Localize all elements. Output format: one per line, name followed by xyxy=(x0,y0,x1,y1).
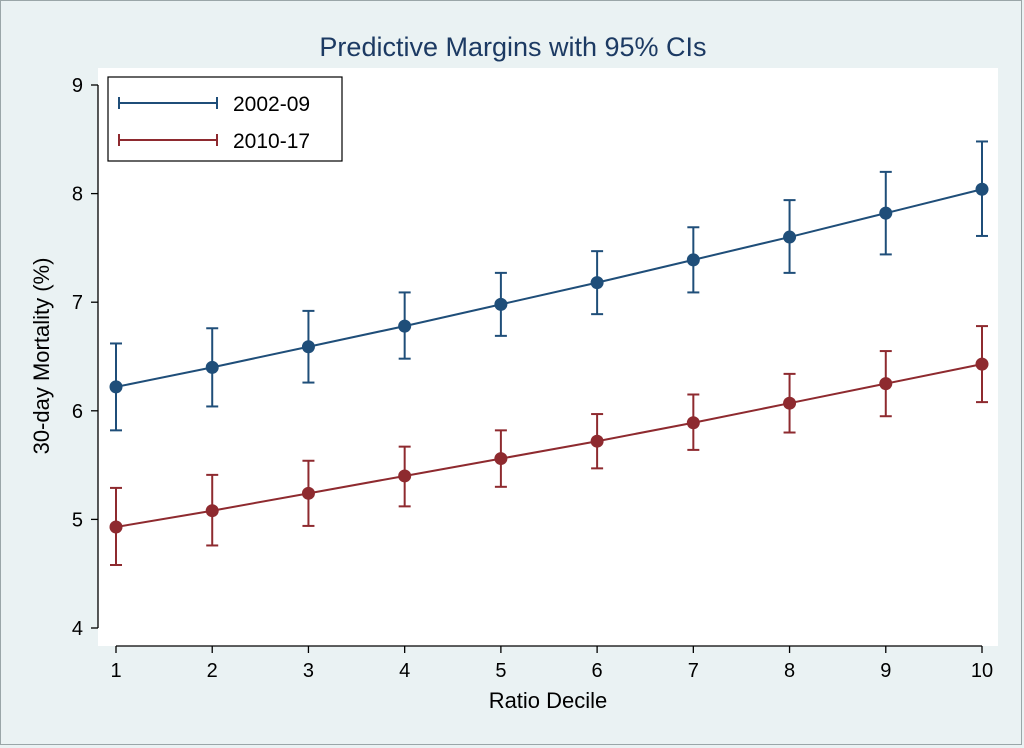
data-point xyxy=(686,416,700,430)
x-tick-label: 8 xyxy=(784,660,795,682)
y-tick-label: 8 xyxy=(72,184,83,206)
x-tick-label: 4 xyxy=(399,660,410,682)
data-point xyxy=(205,504,219,518)
series-line xyxy=(115,188,983,388)
data-point xyxy=(975,357,989,371)
series-2010-17 xyxy=(109,325,989,567)
legend-label: 2002-09 xyxy=(233,93,310,116)
y-axis-label: 30-day Mortality (%) xyxy=(29,258,54,455)
legend: 2002-09 2010-17 xyxy=(107,76,343,162)
y-axis: 4 5 6 7 8 9 xyxy=(72,75,99,640)
data-point xyxy=(783,396,797,410)
legend-box xyxy=(107,76,343,162)
x-tick-label: 9 xyxy=(880,660,891,682)
data-point xyxy=(494,452,508,466)
data-point xyxy=(109,520,123,534)
data-point xyxy=(494,297,508,311)
data-point xyxy=(783,230,797,244)
x-tick-label: 3 xyxy=(303,660,314,682)
chart-title: Predictive Margins with 95% CIs xyxy=(319,32,706,62)
data-point xyxy=(975,182,989,196)
x-tick-label: 6 xyxy=(592,660,603,682)
x-tick-label: 7 xyxy=(688,660,699,682)
data-point xyxy=(205,360,219,374)
y-tick-label: 7 xyxy=(72,292,83,314)
data-point xyxy=(301,340,315,354)
data-point xyxy=(879,206,893,220)
x-tick-label: 2 xyxy=(207,660,218,682)
y-tick-label: 5 xyxy=(72,509,83,531)
data-point xyxy=(398,469,412,483)
data-point xyxy=(109,380,123,394)
y-tick-label: 6 xyxy=(72,401,83,423)
series-line xyxy=(115,363,983,528)
series-2002-09 xyxy=(109,140,989,432)
x-axis: 1 2 3 4 5 6 7 8 9 10 xyxy=(110,645,993,682)
y-tick-label: 9 xyxy=(72,75,83,97)
data-point xyxy=(301,486,315,500)
data-point xyxy=(590,434,604,448)
x-tick-label: 10 xyxy=(971,660,993,682)
legend-label: 2010-17 xyxy=(233,130,310,153)
y-tick-label: 4 xyxy=(72,618,83,640)
data-point xyxy=(398,319,412,333)
data-point xyxy=(879,377,893,391)
x-tick-label: 5 xyxy=(495,660,506,682)
data-point xyxy=(686,253,700,267)
legend-item: 2002-09 xyxy=(118,93,310,116)
series-layer xyxy=(109,140,989,567)
x-tick-label: 1 xyxy=(110,660,121,682)
plot-area xyxy=(98,68,998,646)
legend-item: 2010-17 xyxy=(118,130,310,153)
data-point xyxy=(590,276,604,290)
x-axis-label: Ratio Decile xyxy=(489,688,608,713)
